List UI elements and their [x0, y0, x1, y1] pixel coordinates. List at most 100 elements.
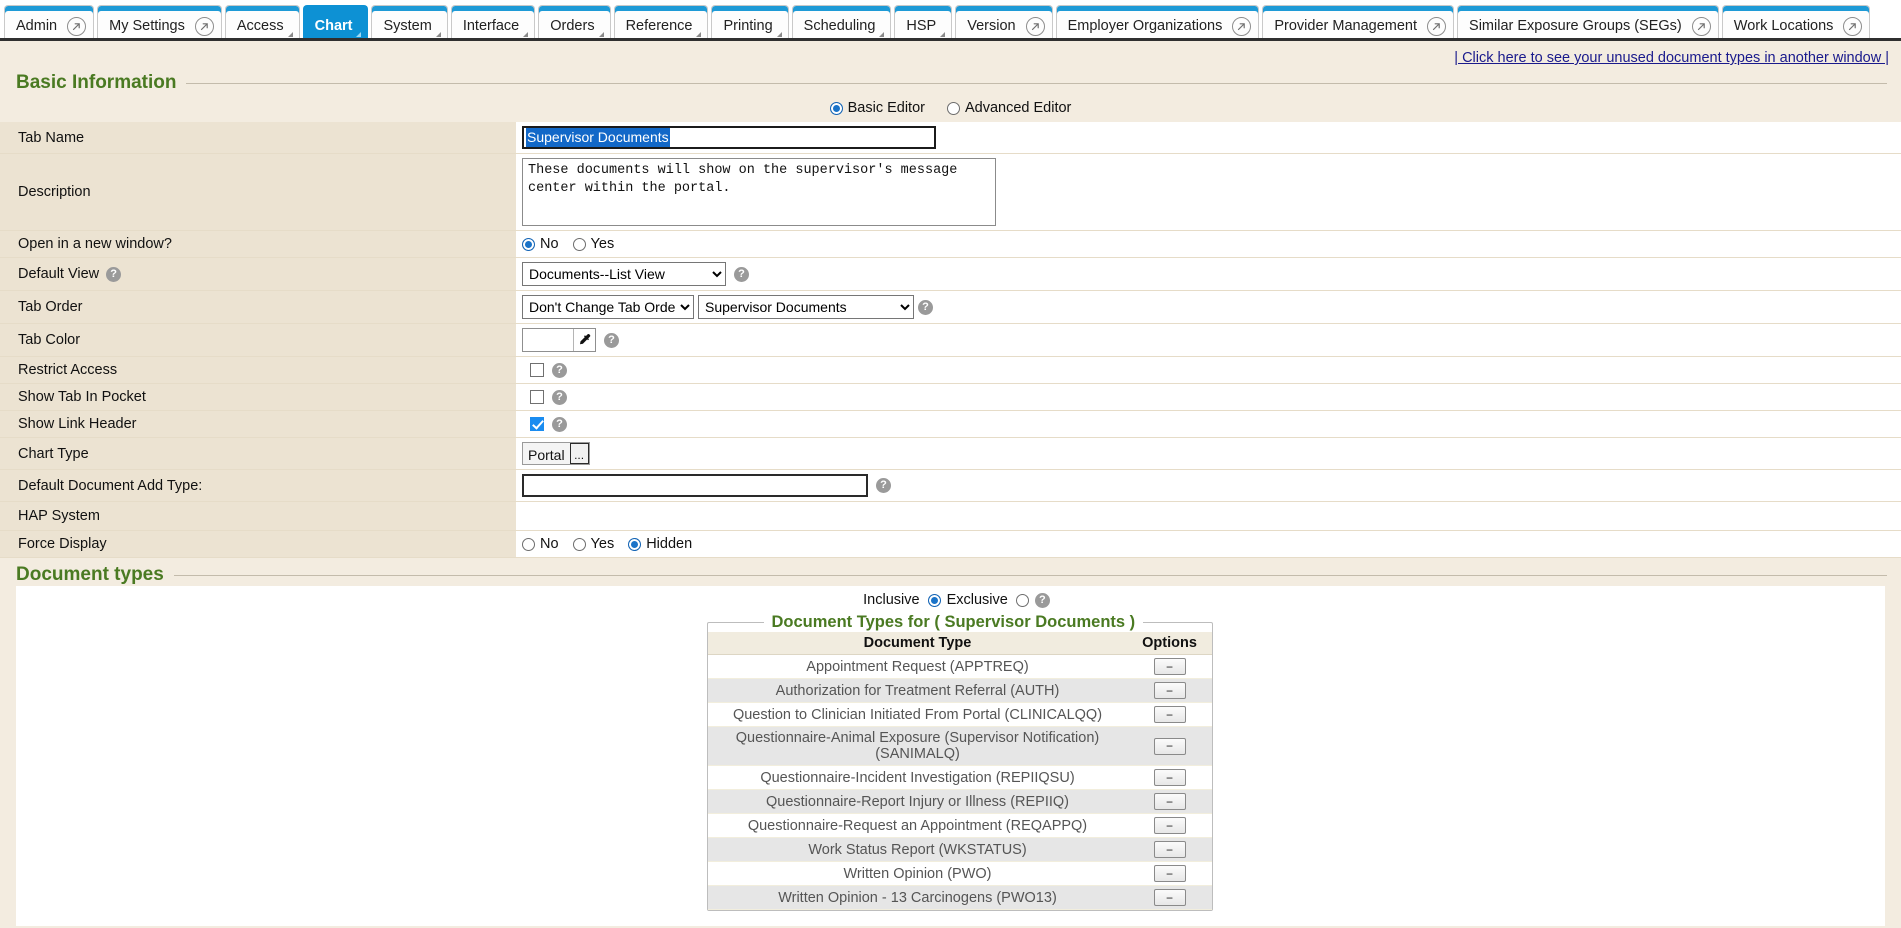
remove-document-type-button[interactable]: −	[1153, 737, 1186, 755]
help-icon[interactable]: ?	[552, 416, 567, 432]
remove-document-type-button[interactable]: −	[1153, 865, 1186, 882]
advanced-editor-radio[interactable]	[946, 101, 960, 115]
unused-doc-types-link-row: | Click here to see your unused document…	[0, 41, 1901, 70]
remove-document-type-button[interactable]: −	[1153, 793, 1186, 810]
tab-orders[interactable]: Orders	[538, 5, 611, 38]
open-in-new-window-icon[interactable]	[67, 16, 87, 36]
default-document-add-type-label-cell: Default Document Add Type:	[0, 469, 516, 502]
remove-document-type-button[interactable]: −	[1153, 658, 1186, 675]
row-tab-name: Tab Name Supervisor Documents	[0, 122, 1901, 154]
tab-label: Printing	[723, 17, 782, 37]
advanced-editor-label: Advanced Editor	[964, 100, 1072, 116]
force-display-yes-radio[interactable]	[572, 537, 586, 551]
row-description: Description	[0, 153, 1901, 231]
tab-my-settings[interactable]: My Settings	[97, 5, 222, 38]
force-display-yes-option[interactable]: Yes	[572, 536, 614, 552]
remove-document-type-button[interactable]: −	[1153, 817, 1186, 834]
tab-printing[interactable]: Printing	[711, 5, 789, 38]
chart-type-browse-button[interactable]: ...	[569, 443, 589, 464]
document-types-title: Document types	[16, 564, 164, 585]
inclusive-label: Inclusive	[863, 592, 920, 608]
open-in-new-window-icon[interactable]	[1691, 16, 1711, 36]
row-restrict-access: Restrict Access ?	[0, 356, 1901, 384]
open-new-window-no-option[interactable]: No	[522, 236, 559, 252]
help-icon[interactable]: ?	[1034, 592, 1050, 608]
tab-color-input[interactable]	[522, 328, 596, 352]
basic-editor-option[interactable]: Basic Editor	[829, 100, 925, 116]
tab-similar-exposure-groups-segs[interactable]: Similar Exposure Groups (SEGs)	[1457, 5, 1719, 38]
force-display-no-option[interactable]: No	[522, 536, 559, 552]
document-type-name: Questionnaire-Incident Investigation (RE…	[707, 765, 1128, 790]
tab-label: Reference	[625, 17, 702, 37]
document-types-legend: Document Types for ( Supervisor Document…	[771, 613, 1136, 631]
document-type-options-cell: −	[1127, 861, 1212, 886]
description-value-cell	[516, 153, 1901, 231]
open-in-new-window-icon[interactable]	[194, 16, 214, 36]
open-in-new-window-icon[interactable]	[1232, 16, 1252, 36]
chart-type-field[interactable]: Portal ...	[522, 442, 590, 465]
open-new-window-yes-radio[interactable]	[572, 237, 586, 251]
unused-doc-types-link[interactable]: | Click here to see your unused document…	[1454, 50, 1889, 66]
tab-order-mode-select[interactable]: Don't Change Tab Order	[522, 295, 694, 319]
advanced-editor-option[interactable]: Advanced Editor	[946, 100, 1072, 116]
help-icon[interactable]: ?	[918, 299, 933, 315]
exclusive-radio[interactable]	[1015, 593, 1029, 607]
help-icon[interactable]: ?	[604, 332, 619, 348]
tab-hsp[interactable]: HSP	[894, 5, 953, 38]
remove-document-type-button[interactable]: −	[1153, 769, 1186, 786]
default-document-add-type-input[interactable]	[522, 474, 868, 497]
show-tab-in-pocket-checkbox[interactable]	[530, 390, 544, 404]
inclusive-radio[interactable]	[927, 593, 941, 607]
force-display-hidden-option[interactable]: Hidden	[628, 536, 692, 552]
tab-system[interactable]: System	[371, 5, 448, 38]
show-link-header-checkbox[interactable]	[530, 417, 544, 431]
tab-name-label-cell: Tab Name	[0, 122, 516, 154]
help-icon[interactable]: ?	[734, 266, 749, 282]
tab-access[interactable]: Access	[224, 5, 300, 38]
open-new-window-no-radio[interactable]	[522, 237, 535, 251]
row-force-display: Force Display No Yes Hidden	[0, 530, 1901, 558]
tab-work-locations[interactable]: Work Locations	[1721, 5, 1871, 38]
remove-document-type-button[interactable]: −	[1153, 706, 1186, 723]
document-type-name: Written Opinion (PWO)	[707, 861, 1128, 886]
help-icon[interactable]: ?	[106, 266, 122, 282]
tab-label: Provider Management	[1274, 17, 1418, 34]
remove-document-type-button[interactable]: −	[1153, 841, 1186, 858]
row-open-new-window: Open in a new window? No Yes	[0, 230, 1901, 258]
tab-reference[interactable]: Reference	[613, 5, 709, 38]
description-textarea[interactable]	[522, 158, 996, 226]
tab-chart[interactable]: Chart	[302, 5, 369, 38]
help-icon[interactable]: ?	[552, 389, 567, 405]
remove-document-type-button[interactable]: −	[1153, 889, 1186, 906]
force-display-no-radio[interactable]	[522, 537, 535, 551]
table-row: Written Opinion - 13 Carcinogens (PWO13)…	[707, 885, 1212, 910]
open-new-window-yes-option[interactable]: Yes	[572, 236, 615, 252]
open-in-new-window-icon[interactable]	[1843, 16, 1863, 36]
main-tab-bar: Admin My Settings Access Chart System Interfa…	[0, 0, 1901, 41]
tab-scheduling[interactable]: Scheduling	[791, 5, 892, 38]
tab-label: System	[383, 17, 442, 37]
eyedropper-icon[interactable]	[573, 329, 595, 351]
tab-order-target-select[interactable]: Supervisor Documents	[698, 295, 914, 319]
tab-interface[interactable]: Interface	[450, 5, 536, 38]
tab-version[interactable]: Version	[955, 5, 1053, 38]
chart-type-label: Chart Type	[18, 445, 89, 462]
tab-name-input[interactable]: Supervisor Documents	[522, 126, 936, 149]
open-in-new-window-icon[interactable]	[1427, 16, 1447, 36]
open-in-new-window-icon[interactable]	[1025, 16, 1045, 36]
document-type-name: Questionnaire-Animal Exposure (Superviso…	[707, 726, 1128, 766]
basic-editor-radio[interactable]	[829, 101, 843, 115]
restrict-access-checkbox[interactable]	[530, 363, 544, 377]
default-view-select[interactable]: Documents--List View	[522, 262, 726, 286]
open-new-window-yes-label: Yes	[590, 236, 615, 252]
document-type-options-cell: −	[1127, 678, 1212, 703]
tab-employer-organizations[interactable]: Employer Organizations	[1055, 5, 1260, 38]
hap-system-value-cell	[516, 501, 1901, 531]
help-icon[interactable]: ?	[552, 362, 567, 378]
tab-admin[interactable]: Admin	[4, 5, 95, 38]
tab-provider-management[interactable]: Provider Management	[1262, 5, 1455, 38]
document-type-name: Questionnaire-Report Injury or Illness (…	[707, 789, 1128, 814]
force-display-hidden-radio[interactable]	[628, 537, 642, 551]
help-icon[interactable]: ?	[876, 478, 891, 493]
remove-document-type-button[interactable]: −	[1153, 682, 1186, 699]
